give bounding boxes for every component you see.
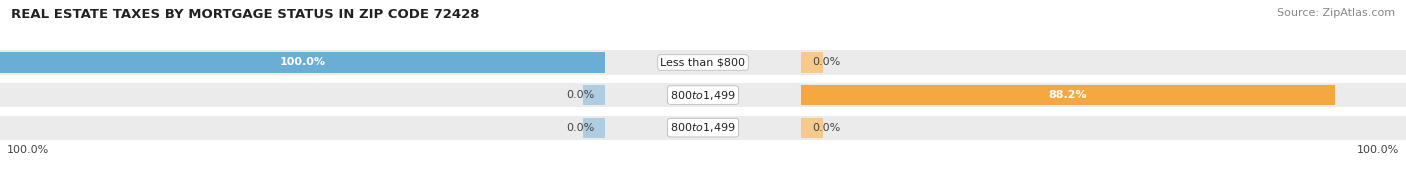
Bar: [801, 118, 823, 138]
Text: Less than $800: Less than $800: [661, 58, 745, 67]
Text: 100.0%: 100.0%: [7, 145, 49, 155]
Bar: [583, 118, 605, 138]
Bar: [0, 116, 1406, 140]
Bar: [0, 50, 1406, 74]
Text: REAL ESTATE TAXES BY MORTGAGE STATUS IN ZIP CODE 72428: REAL ESTATE TAXES BY MORTGAGE STATUS IN …: [11, 8, 479, 21]
Text: 0.0%: 0.0%: [565, 90, 593, 100]
Bar: [583, 85, 605, 105]
Bar: [801, 85, 1334, 105]
Text: 88.2%: 88.2%: [1049, 90, 1087, 100]
Bar: [801, 52, 823, 73]
Bar: [0, 52, 605, 73]
Bar: [0, 83, 1406, 107]
Text: 0.0%: 0.0%: [565, 123, 593, 133]
Text: 100.0%: 100.0%: [280, 58, 325, 67]
Text: 0.0%: 0.0%: [813, 58, 841, 67]
Text: 0.0%: 0.0%: [813, 123, 841, 133]
Text: 100.0%: 100.0%: [1357, 145, 1399, 155]
Text: $800 to $1,499: $800 to $1,499: [671, 89, 735, 102]
Text: $800 to $1,499: $800 to $1,499: [671, 121, 735, 134]
Text: Source: ZipAtlas.com: Source: ZipAtlas.com: [1277, 8, 1395, 18]
